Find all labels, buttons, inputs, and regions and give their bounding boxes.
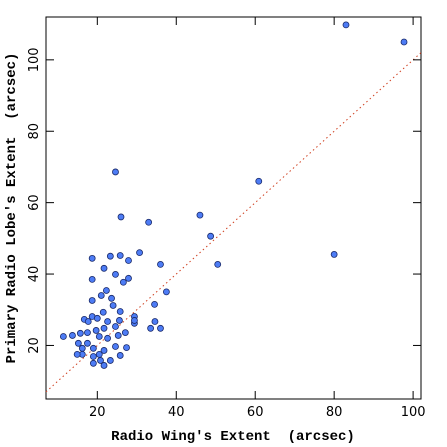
data-point <box>255 177 263 185</box>
data-point <box>114 332 122 339</box>
data-point <box>116 317 123 324</box>
data-point <box>92 327 100 334</box>
data-point <box>89 353 97 360</box>
data-point <box>100 264 108 272</box>
data-point <box>69 332 76 339</box>
data-point <box>151 318 159 325</box>
data-point <box>95 350 103 358</box>
data-point <box>145 218 153 226</box>
data-point <box>74 339 82 347</box>
data-point <box>157 261 164 268</box>
data-point <box>207 232 215 240</box>
x-tick-label: 40 <box>168 405 185 420</box>
plot-frame <box>45 16 422 400</box>
data-point <box>100 362 108 369</box>
data-point <box>330 251 338 258</box>
data-point <box>76 329 84 337</box>
data-point <box>162 288 170 296</box>
data-point <box>112 343 119 350</box>
data-point <box>214 261 222 268</box>
data-point <box>112 323 119 330</box>
data-point <box>78 344 86 352</box>
data-point <box>116 352 124 359</box>
data-point <box>125 274 132 282</box>
data-point <box>147 324 155 332</box>
data-point <box>100 324 108 332</box>
data-point <box>116 308 124 315</box>
x-tick-label: 20 <box>89 405 106 420</box>
data-point <box>104 318 111 325</box>
data-point <box>84 339 91 347</box>
data-point <box>73 350 81 358</box>
data-point <box>125 257 132 264</box>
data-point <box>59 333 67 340</box>
data-point <box>109 302 117 309</box>
data-point <box>151 300 158 308</box>
data-point <box>112 271 119 278</box>
data-point <box>88 254 96 262</box>
data-point <box>97 292 105 299</box>
y-axis-label: Primary Radio Lobe's Extent (arcsec) <box>4 53 20 364</box>
data-point <box>93 314 101 322</box>
x-tick-label: 60 <box>247 405 264 420</box>
data-point <box>100 347 108 354</box>
data-point <box>88 297 96 304</box>
data-point <box>196 211 204 219</box>
data-point <box>106 357 114 364</box>
data-point <box>400 38 408 46</box>
data-point <box>95 333 103 340</box>
data-point <box>84 318 92 325</box>
data-point <box>123 344 130 351</box>
x-tick-label: 100 <box>401 405 426 420</box>
data-point <box>108 294 115 302</box>
data-point <box>102 287 110 294</box>
y-tick-label: 20 <box>27 337 42 354</box>
data-point <box>131 317 138 324</box>
y-tick-label: 80 <box>27 123 42 140</box>
data-point <box>104 334 111 342</box>
data-point <box>89 359 97 367</box>
data-point <box>157 324 164 332</box>
reference-line <box>45 52 422 393</box>
y-tick-label: 100 <box>27 47 42 72</box>
y-tick-label: 60 <box>27 194 42 211</box>
data-point <box>88 276 96 283</box>
data-point <box>342 21 350 29</box>
data-point <box>116 252 124 259</box>
data-point <box>117 213 125 221</box>
data-point <box>84 329 91 336</box>
x-tick-label: 80 <box>326 405 343 420</box>
data-point <box>106 252 114 260</box>
data-point <box>136 249 143 257</box>
data-point <box>99 308 107 316</box>
data-point <box>119 278 127 286</box>
data-point <box>121 329 129 336</box>
y-tick-label: 40 <box>27 266 42 283</box>
data-point <box>112 168 119 176</box>
data-point <box>89 344 97 352</box>
x-axis-label: Radio Wing's Extent (arcsec) <box>111 429 355 445</box>
